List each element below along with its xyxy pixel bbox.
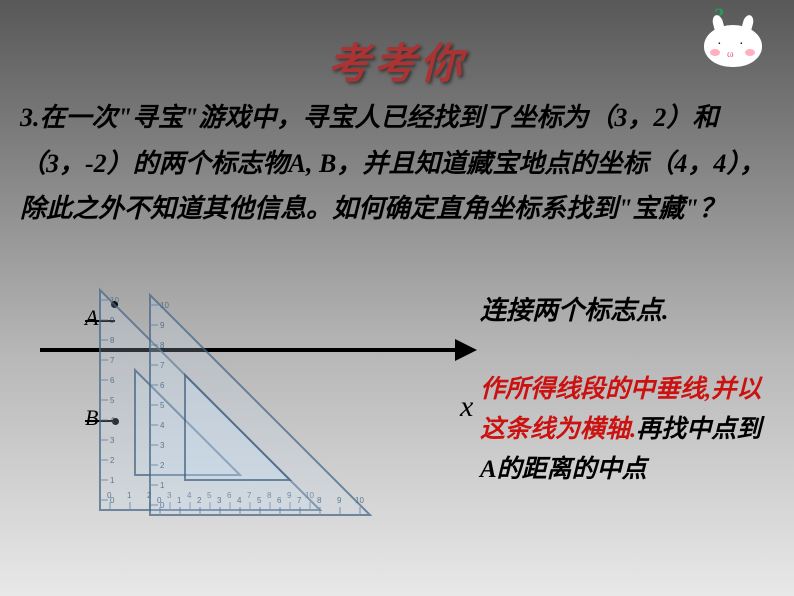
svg-text:7: 7 — [297, 496, 302, 505]
svg-text:8: 8 — [160, 341, 165, 350]
x-axis-label: x — [460, 390, 473, 424]
svg-text:6: 6 — [277, 496, 282, 505]
svg-text:8: 8 — [317, 496, 322, 505]
instruction-step-2: 作所得线段的中垂线,并以这条线为横轴.再找中点到A的距离的中点 — [480, 370, 774, 490]
svg-text:5: 5 — [110, 396, 115, 405]
svg-text:7: 7 — [160, 361, 165, 370]
set-square-2: 0 1 2 3 4 5 6 7 8 9 10 0 1 2 3 4 5 6 7 8… — [140, 285, 380, 525]
svg-text:2: 2 — [110, 456, 115, 465]
svg-text:3: 3 — [110, 436, 115, 445]
svg-text:9: 9 — [110, 316, 115, 325]
svg-text:2: 2 — [197, 496, 202, 505]
svg-text:1: 1 — [160, 481, 165, 490]
svg-text:6: 6 — [160, 381, 165, 390]
svg-text:5: 5 — [257, 496, 262, 505]
svg-text:0: 0 — [160, 501, 165, 510]
svg-text:10: 10 — [110, 296, 119, 305]
svg-text:1: 1 — [127, 491, 132, 500]
svg-text:3: 3 — [160, 441, 165, 450]
svg-text:4: 4 — [160, 421, 165, 430]
svg-text:2: 2 — [160, 461, 165, 470]
svg-text:8: 8 — [110, 336, 115, 345]
svg-text:3: 3 — [217, 496, 222, 505]
svg-text:4: 4 — [110, 416, 115, 425]
svg-text:9: 9 — [337, 496, 342, 505]
svg-text:4: 4 — [237, 496, 242, 505]
svg-text:5: 5 — [160, 401, 165, 410]
svg-text:6: 6 — [110, 376, 115, 385]
svg-text:10: 10 — [355, 496, 364, 505]
svg-text:10: 10 — [160, 301, 169, 310]
svg-text:1: 1 — [110, 476, 115, 485]
question-text: 3.在一次"寻宝"游戏中，寻宝人已经找到了坐标为（3，2）和（3，-2）的两个标… — [20, 95, 774, 232]
coordinate-diagram: x A B 0 1 2 3 4 5 6 7 8 9 10 0 1 2 3 4 5… — [40, 300, 480, 590]
svg-text:9: 9 — [160, 321, 165, 330]
instruction-step-1: 连接两个标志点. — [480, 290, 669, 327]
slide-title: 考考你 — [0, 30, 794, 91]
svg-text:0: 0 — [110, 496, 115, 505]
svg-text:7: 7 — [110, 356, 115, 365]
x-axis-arrow — [455, 339, 477, 361]
svg-text:1: 1 — [177, 496, 182, 505]
